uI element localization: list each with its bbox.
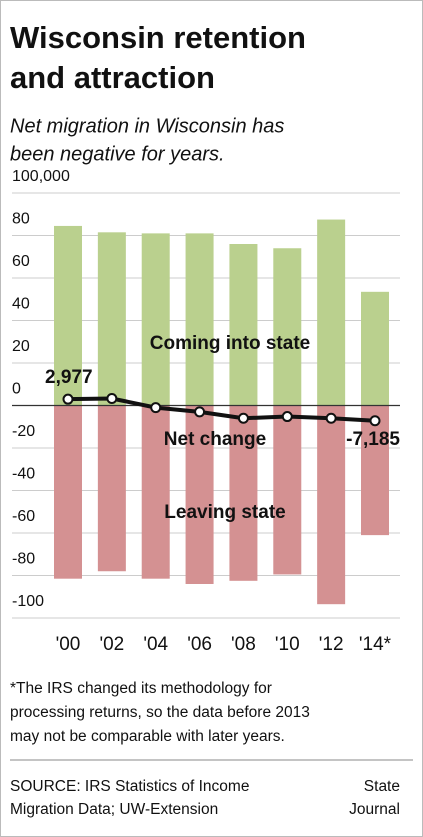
point bbox=[281, 411, 293, 423]
subtitle: been negative for years. bbox=[10, 143, 225, 165]
bar bbox=[229, 244, 258, 406]
bar bbox=[97, 232, 126, 406]
bar bbox=[317, 219, 346, 406]
source: SOURCE: IRS Statistics of Income bbox=[10, 778, 249, 795]
x-tick-label: '08 bbox=[231, 634, 256, 655]
bar bbox=[317, 405, 346, 605]
y-tick-label: -100 bbox=[12, 593, 44, 610]
footnote: *The IRS changed its methodology for bbox=[10, 680, 272, 697]
x-tick-label: '00 bbox=[56, 634, 81, 655]
y-tick-label: -80 bbox=[12, 551, 35, 568]
data-label: -7,185 bbox=[346, 429, 400, 450]
y-tick-label: 100,000 bbox=[12, 168, 70, 185]
y-tick-label: -60 bbox=[12, 508, 35, 525]
series-label: Coming into state bbox=[150, 333, 310, 354]
credit: Journal bbox=[349, 801, 400, 818]
y-tick-label: 40 bbox=[12, 296, 30, 313]
point bbox=[237, 412, 249, 424]
y-tick-label: 0 bbox=[12, 381, 21, 398]
source: Migration Data; UW-Extension bbox=[10, 801, 218, 818]
credit: State bbox=[364, 778, 400, 795]
bar bbox=[54, 225, 82, 406]
point bbox=[194, 406, 206, 418]
bar bbox=[185, 405, 214, 584]
x-tick-label: '02 bbox=[99, 634, 124, 655]
bar bbox=[54, 405, 82, 579]
x-tick-label: '06 bbox=[187, 634, 212, 655]
point bbox=[369, 415, 381, 427]
bar bbox=[361, 291, 389, 406]
bar bbox=[273, 405, 302, 575]
bar bbox=[97, 405, 126, 572]
bar bbox=[185, 233, 214, 406]
data-label: 2,977 bbox=[45, 367, 93, 388]
footnote: processing returns, so the data before 2… bbox=[10, 704, 310, 721]
bar bbox=[273, 248, 302, 406]
y-tick-label: 80 bbox=[12, 211, 30, 228]
point bbox=[62, 393, 74, 405]
y-tick-label: -40 bbox=[12, 466, 35, 483]
y-tick-label: 20 bbox=[12, 338, 30, 355]
point bbox=[106, 392, 118, 404]
bar bbox=[141, 405, 170, 579]
point bbox=[150, 402, 162, 414]
series-label: Net change bbox=[164, 429, 266, 450]
net-line bbox=[67, 396, 376, 423]
y-tick-label: 60 bbox=[12, 253, 30, 270]
bar bbox=[229, 405, 258, 581]
y-tick-label: -20 bbox=[12, 423, 35, 440]
point bbox=[325, 412, 337, 424]
x-tick-label: '12 bbox=[319, 634, 344, 655]
bar bbox=[141, 233, 170, 406]
footnote: may not be comparable with later years. bbox=[10, 728, 285, 745]
subtitle: Net migration in Wisconsin has bbox=[10, 115, 284, 137]
x-tick-label: '04 bbox=[143, 634, 168, 655]
x-tick-label: '14* bbox=[359, 634, 392, 655]
x-tick-label: '10 bbox=[275, 634, 300, 655]
series-label: Leaving state bbox=[164, 502, 285, 523]
bar bbox=[361, 405, 389, 536]
chart-title: Wisconsin retention bbox=[10, 20, 306, 55]
chart-title: and attraction bbox=[10, 60, 215, 95]
